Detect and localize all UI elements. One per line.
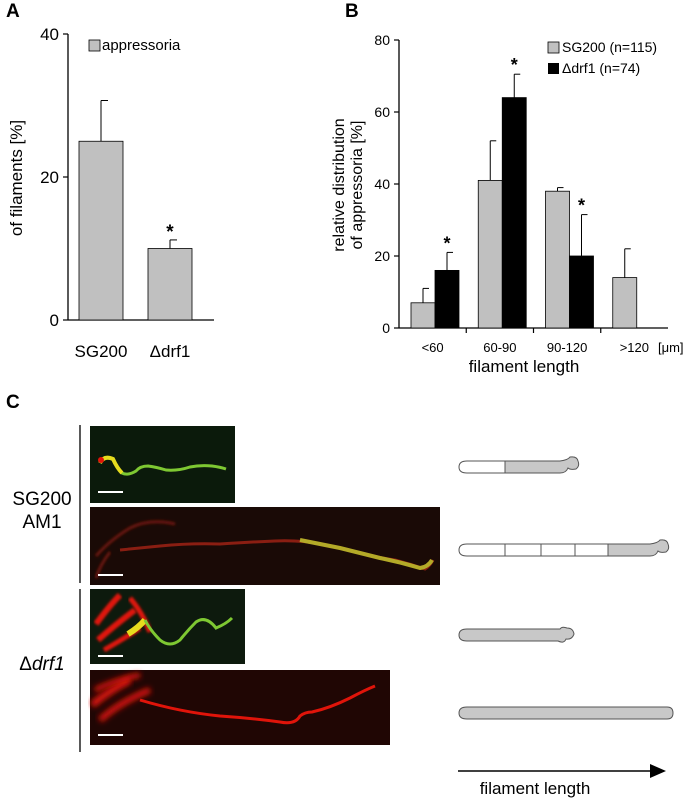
micrograph-drf1-short [90, 589, 245, 664]
legend-sg200-swatch [547, 41, 560, 54]
chart-a-xtick-label: SG200 [75, 342, 128, 361]
chart-b-unit: [μm] [658, 340, 684, 355]
chart-b-significance: * [578, 196, 585, 216]
strain-2-label: Δdrf1 [19, 654, 64, 675]
micrograph-sg200-short [90, 426, 235, 503]
chart-a-significance: * [166, 222, 174, 243]
chart-b-xtick-label: >120 [620, 340, 649, 355]
chart-b-significance: * [511, 55, 518, 75]
chart-a-bar [78, 140, 124, 321]
micrograph-drf1-long [89, 670, 390, 745]
micrograph-sg200-long [90, 507, 440, 585]
schematic-cell-4 [458, 706, 674, 720]
chart-b-xtick-label: 90-120 [547, 340, 587, 355]
chart-b-bar [545, 190, 570, 329]
chart-b-significance: * [443, 233, 450, 253]
chart-b-ylabel-line2: of appressoria [%] [349, 121, 366, 250]
chart-a-ytick-label: 20 [40, 168, 59, 187]
strain-1-label-line1: SG200 [12, 489, 71, 510]
chart-b-bar [477, 179, 503, 329]
chart-b-xtick-label: <60 [422, 340, 444, 355]
panel-b-letter: B [345, 1, 359, 22]
chart-b-ylabel-line1: relative distribution [331, 118, 348, 251]
chart-a-legend: appressoria [88, 37, 181, 54]
filament-length-arrow [458, 764, 666, 778]
schematic-cell-3 [458, 626, 575, 643]
chart-b-bar [434, 269, 460, 329]
chart-b-bar [501, 97, 527, 329]
strain-1-label-line2: AM1 [22, 512, 61, 533]
legend-drf1-swatch [548, 63, 559, 74]
arrow-label: filament length [480, 779, 591, 798]
legend-appressoria-label: appressoria [102, 37, 181, 54]
chart-b-bar [410, 302, 436, 329]
chart-b-legend: SG200 (n=115) Δdrf1 (n=74) [547, 39, 657, 76]
chart-b-ytick-label: 20 [374, 248, 390, 264]
chart-a-ytick-label: 0 [50, 311, 59, 330]
legend-appressoria-swatch [88, 39, 101, 52]
chart-b-xlabel: filament length [469, 357, 580, 376]
chart-a-ytick-label: 40 [40, 25, 59, 44]
legend-sg200-label: SG200 (n=115) [562, 39, 657, 55]
schematic-cell-1 [458, 456, 580, 474]
panel-b-chart: relative distribution of appressoria [%]… [331, 32, 684, 376]
chart-b-ytick-label: 0 [382, 320, 390, 336]
chart-b-ytick-label: 80 [374, 32, 390, 48]
chart-a-xtick-label: Δdrf1 [150, 342, 191, 361]
schematic-cell-2 [458, 539, 670, 557]
panel-a-letter: A [6, 1, 20, 22]
chart-a-ylabel: of filaments [%] [7, 120, 26, 236]
chart-b-ytick-label: 60 [374, 104, 390, 120]
panel-c-letter: C [6, 392, 20, 413]
panel-a-chart: of filaments [%] 0 20 40 SG200 * Δdrf1 appre… [7, 25, 214, 361]
legend-drf1-label: Δdrf1 (n=74) [562, 60, 640, 76]
chart-a-bar [147, 248, 193, 321]
chart-b-ytick-label: 40 [374, 176, 390, 192]
chart-b-xtick-label: 60-90 [483, 340, 516, 355]
